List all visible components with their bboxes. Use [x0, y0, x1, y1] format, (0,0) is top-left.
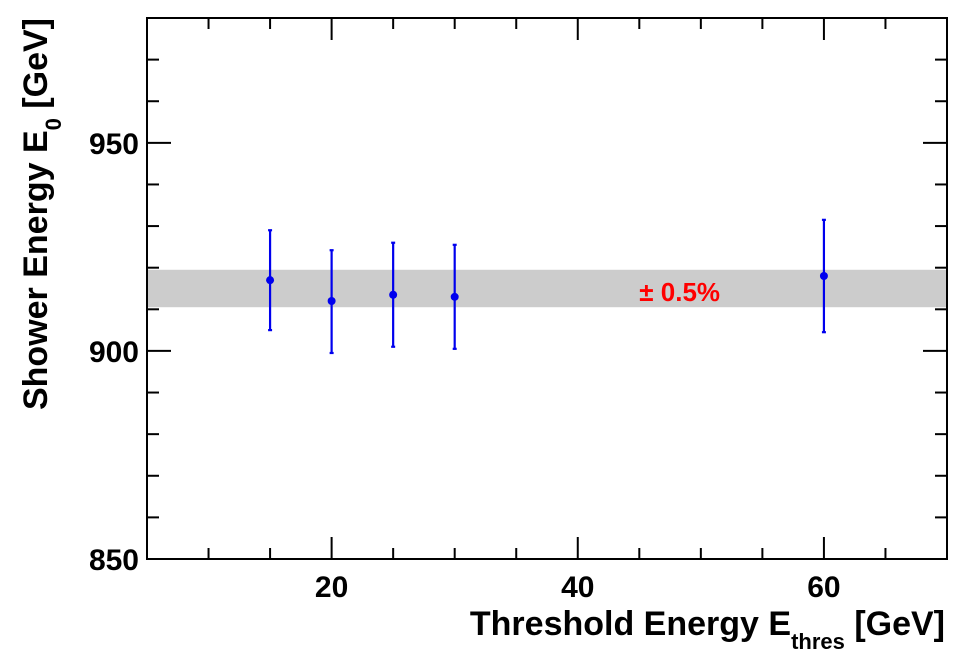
x-axis-title: Threshold Energy Ethres [GeV]	[470, 605, 945, 654]
tick-labels: 20 40 60 850 900 950	[89, 128, 841, 604]
x-tick-label: 20	[315, 571, 348, 604]
uncertainty-band	[148, 269, 946, 308]
data-point	[819, 272, 828, 281]
data-point	[327, 296, 336, 305]
y-axis-title-unit: [GeV]	[17, 18, 55, 118]
y-tick-label: 850	[89, 544, 139, 577]
data-point	[450, 292, 459, 301]
x-tick-label: 60	[807, 571, 840, 604]
y-axis-title-main: Shower Energy E	[17, 130, 55, 410]
x-axis-title-unit: [GeV]	[845, 605, 945, 643]
y-tick-label: 900	[89, 336, 139, 369]
band-annotation: ± 0.5%	[639, 277, 720, 307]
data-point	[266, 276, 275, 285]
y-axis-title: Shower Energy E0 [GeV]	[17, 18, 66, 410]
data-points	[266, 218, 828, 355]
plot-frame	[146, 17, 948, 560]
y-axis-title-sub: 0	[41, 118, 66, 130]
x-tick-label: 40	[561, 571, 594, 604]
axis-ticks	[147, 17, 948, 560]
data-point	[389, 290, 398, 299]
y-tick-label: 950	[89, 128, 139, 161]
x-axis-title-main: Threshold Energy E	[470, 605, 791, 643]
x-axis-title-sub: thres	[791, 629, 845, 654]
